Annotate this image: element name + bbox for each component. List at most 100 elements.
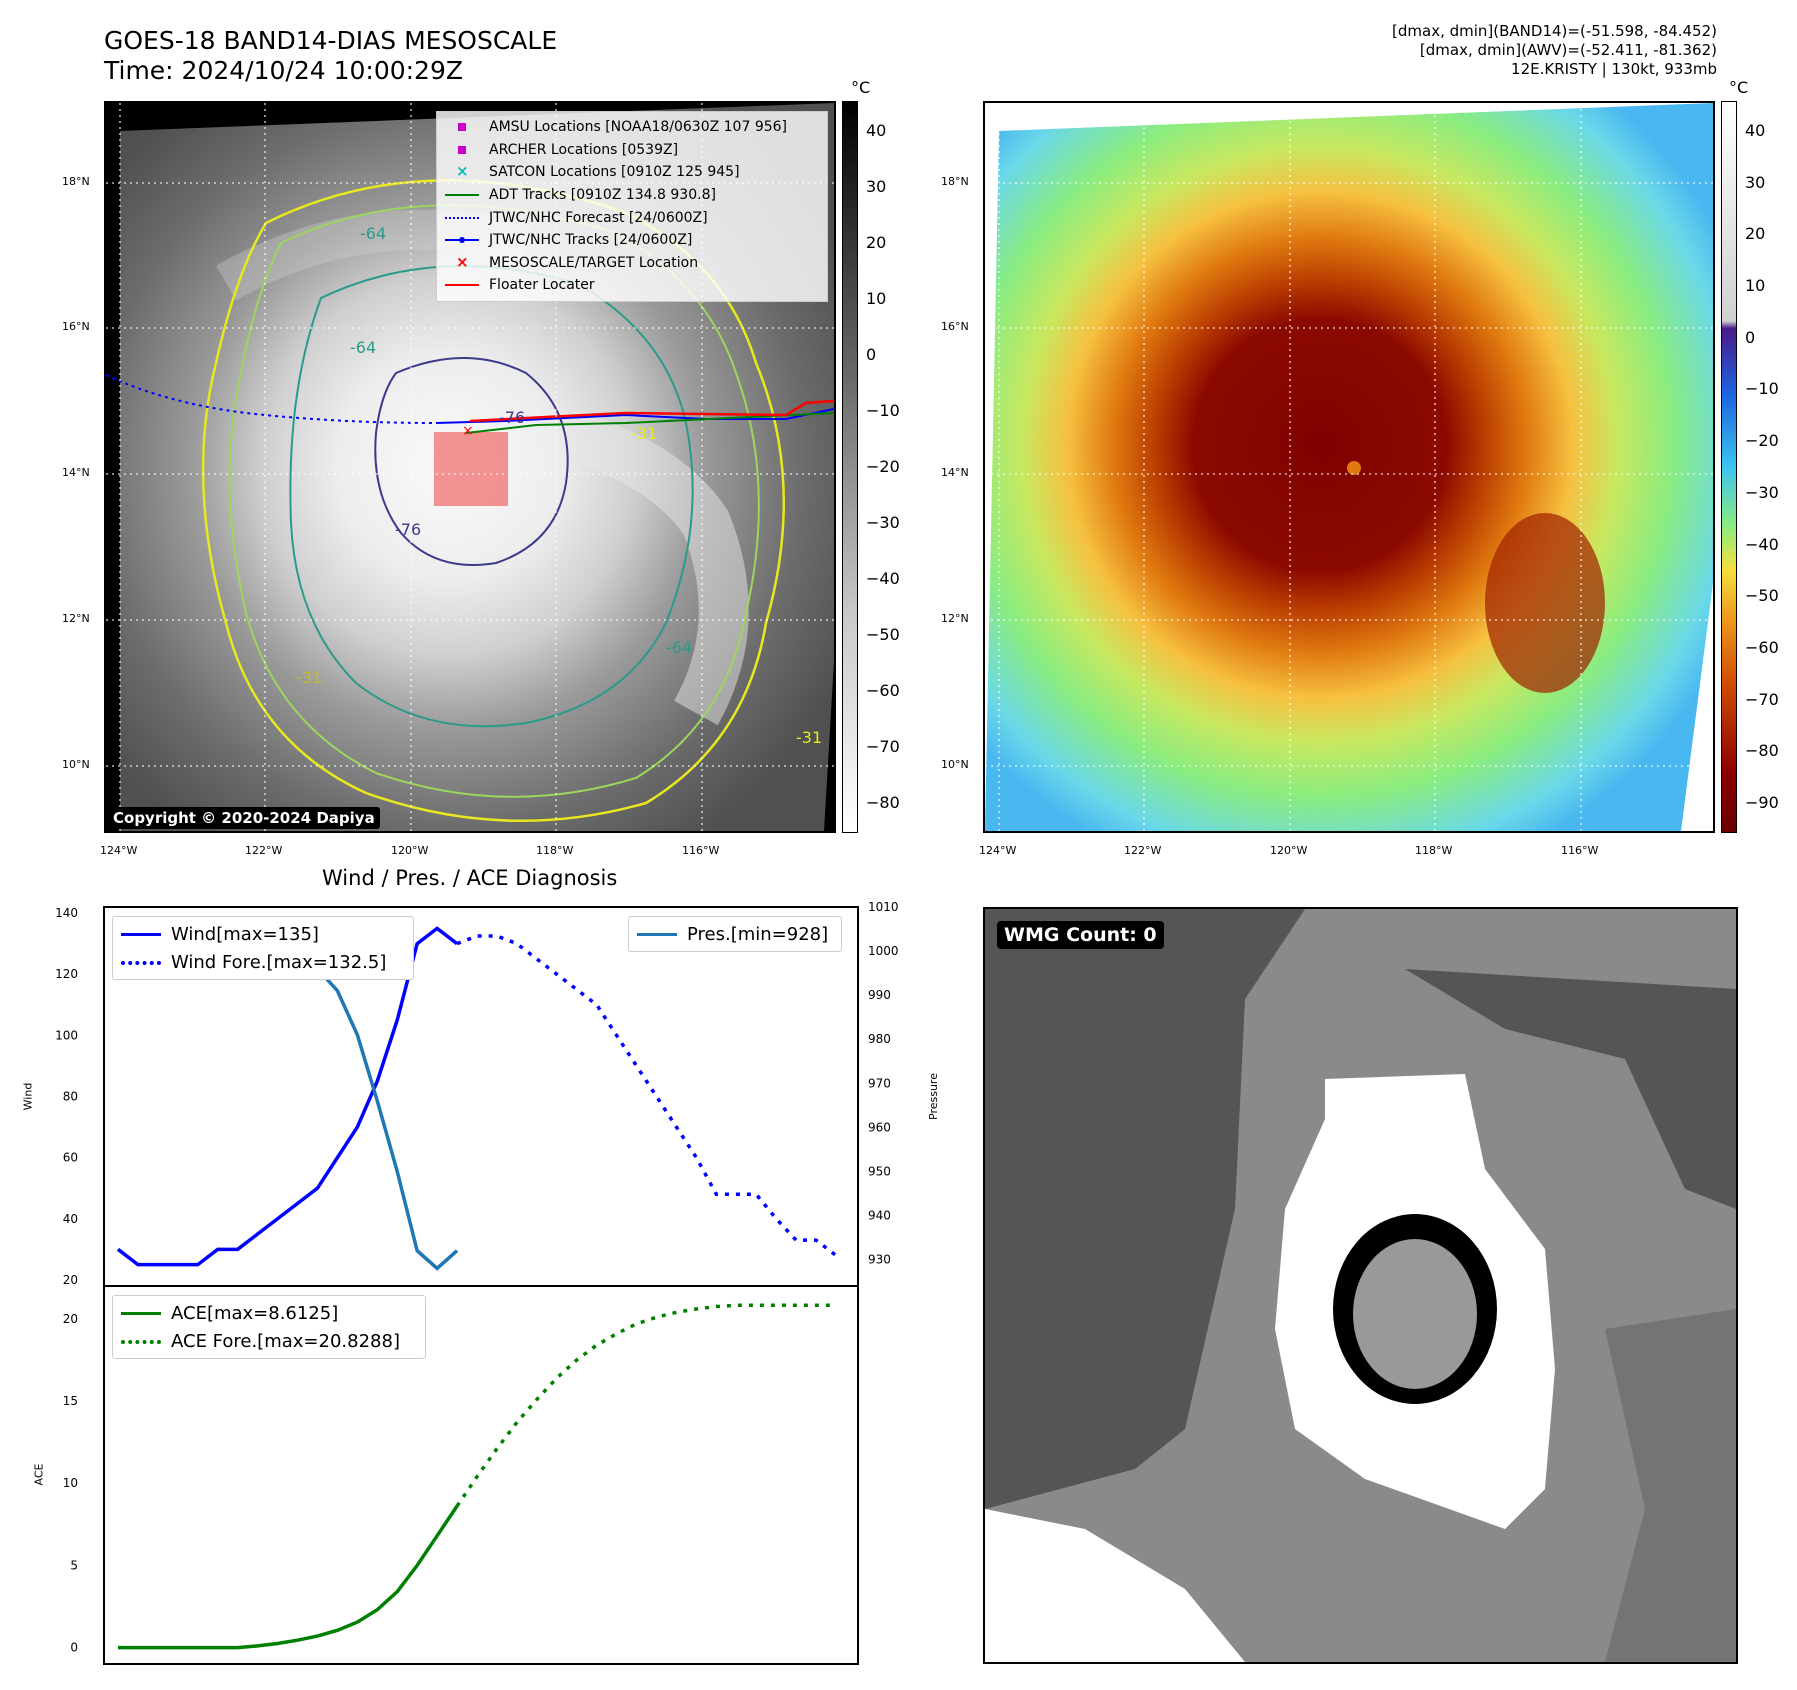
pressure-tick: 980 — [868, 1032, 891, 1046]
colorbar-tick: −60 — [1745, 637, 1779, 657]
legend-item: ADT Tracks [0910Z 134.8 930.8] — [445, 184, 819, 207]
ace-tick: 10 — [63, 1476, 78, 1490]
lon-label: 116°W — [682, 844, 720, 857]
wind-tick: 120 — [55, 967, 78, 981]
lat-label: 16°N — [62, 320, 90, 333]
pressure-axis-label: Pressure — [926, 1073, 940, 1120]
colorbar-tick: −50 — [1745, 586, 1779, 606]
eye — [1347, 461, 1361, 475]
colorbar-tick: −10 — [1745, 379, 1779, 399]
legend-item: × SATCON Locations [0910Z 125 945] — [445, 161, 819, 184]
colorbar-tick: −20 — [866, 457, 900, 476]
lon-label: 124°W — [979, 844, 1017, 857]
floater-track — [469, 399, 834, 423]
wmg-panel: WMG Count: 0 — [983, 907, 1738, 1664]
ace-legend: ACE[max=8.6125] ACE Fore.[max=20.8288] — [112, 1295, 426, 1359]
lat-label: 12°N — [62, 612, 90, 625]
map-legend: AMSU Locations [NOAA18/0630Z 107 956] AR… — [436, 111, 828, 302]
pressure-tick: 950 — [868, 1164, 891, 1178]
legend-item: ARCHER Locations [0539Z] — [445, 139, 819, 162]
wmg-svg — [985, 909, 1736, 1662]
colorbar-tick: −60 — [866, 681, 900, 700]
colorbar-tick: 30 — [866, 177, 887, 196]
legend-marker — [637, 927, 677, 941]
wind-forecast-line — [456, 934, 838, 1257]
ir-map-panel: × -76 -76 -64 -64 -31 -31 -31 -64 AMSU L… — [104, 101, 836, 833]
wind-tick: 100 — [55, 1028, 78, 1042]
ace-forecast-line — [455, 1303, 836, 1508]
contour-label: -76 — [499, 408, 525, 427]
wind-tick: 140 — [55, 906, 78, 920]
lon-label: 116°W — [1561, 844, 1599, 857]
wind-legend: Wind[max=135] Wind Fore.[max=132.5] — [112, 916, 414, 980]
legend-label: ACE Fore.[max=20.8288] — [171, 1330, 400, 1352]
legend-marker — [445, 143, 479, 157]
timestamp: Time: 2024/10/24 10:00:29Z — [104, 56, 463, 85]
colorbar-tick: 0 — [866, 345, 877, 364]
legend-marker — [445, 211, 479, 225]
pressure-legend: Pres.[min=928] — [628, 916, 842, 952]
wmg-region-dark — [985, 909, 1305, 1509]
legend-label: Pres.[min=928] — [687, 923, 829, 945]
lat-label: 18°N — [62, 175, 90, 188]
lat-label: 12°N — [941, 612, 969, 625]
colorbar-tick: −20 — [1745, 431, 1779, 451]
legend-label: MESOSCALE/TARGET Location — [489, 254, 699, 271]
wind-tick: 80 — [63, 1090, 78, 1104]
color-map-svg — [985, 103, 1713, 831]
legend-label: ACE[max=8.6125] — [171, 1302, 339, 1324]
info-block: [dmax, dmin](BAND14)=(-51.598, -84.452) … — [1392, 22, 1717, 79]
info-awv: [dmax, dmin](AWV)=(-52.411, -81.362) — [1419, 41, 1717, 59]
colorbar-unit: °C — [1729, 78, 1749, 97]
legend-item: Pres.[min=928] — [637, 920, 833, 948]
legend-marker: × — [456, 252, 469, 271]
contour--76 — [374, 357, 569, 566]
info-storm: 12E.KRISTY | 130kt, 933mb — [1511, 60, 1717, 78]
lon-label: 118°W — [1415, 844, 1453, 857]
colorbar-unit: °C — [851, 78, 871, 97]
info-band14: [dmax, dmin](BAND14)=(-51.598, -84.452) — [1392, 22, 1717, 40]
contour-label: -76 — [395, 520, 421, 539]
ace-tick: 5 — [70, 1558, 78, 1572]
colorbar-tick: −90 — [1745, 793, 1779, 812]
lon-label: 118°W — [536, 844, 574, 857]
colorbar-tick: −40 — [866, 569, 900, 588]
pressure-tick: 970 — [868, 1076, 891, 1090]
cloud-band — [1485, 513, 1605, 693]
contour-label: -64 — [360, 224, 386, 243]
legend-item: × MESOSCALE/TARGET Location — [445, 252, 819, 275]
ace-tick: 0 — [70, 1641, 78, 1655]
pressure-tick: 960 — [868, 1120, 891, 1134]
colorbar-tick: 20 — [866, 233, 887, 252]
colorbar-tick: −40 — [1745, 534, 1779, 554]
legend-label: ARCHER Locations [0539Z] — [489, 141, 679, 158]
colorbar-tick: −80 — [866, 793, 900, 812]
colorbar-tick: −50 — [866, 625, 900, 644]
legend-item: AMSU Locations [NOAA18/0630Z 107 956] — [445, 116, 819, 139]
legend-label: Floater Locater — [489, 277, 595, 294]
color-map-panel — [983, 101, 1715, 833]
wind-tick: 40 — [63, 1212, 78, 1226]
wind-tick: 20 — [63, 1273, 78, 1287]
pressure-tick: 990 — [868, 988, 891, 1002]
ace-axis-label: ACE — [32, 1463, 46, 1486]
colorbar-tick: 30 — [1745, 172, 1766, 192]
pressure-tick: 940 — [868, 1208, 891, 1222]
colorbar-tick: 10 — [866, 289, 887, 308]
legend-marker: × — [456, 162, 469, 181]
lon-label: 124°W — [100, 844, 138, 857]
legend-item: Floater Locater — [445, 274, 819, 297]
wind-tick: 60 — [63, 1151, 78, 1165]
colorbar-tick: −70 — [866, 737, 900, 756]
legend-item: JTWC/NHC Tracks [24/0600Z] — [445, 229, 819, 252]
legend-item: ACE Fore.[max=20.8288] — [121, 1327, 417, 1355]
legend-marker — [445, 233, 479, 247]
colorbar-tick: 20 — [1745, 224, 1766, 244]
target-marker: × — [462, 423, 474, 439]
contour-label: -31 — [296, 668, 322, 687]
pressure-tick: 1010 — [868, 900, 899, 914]
contour-label: -64 — [666, 638, 692, 657]
lat-label: 18°N — [941, 175, 969, 188]
wind-axis-label: Wind — [21, 1082, 35, 1111]
jtwc-track — [435, 408, 834, 424]
